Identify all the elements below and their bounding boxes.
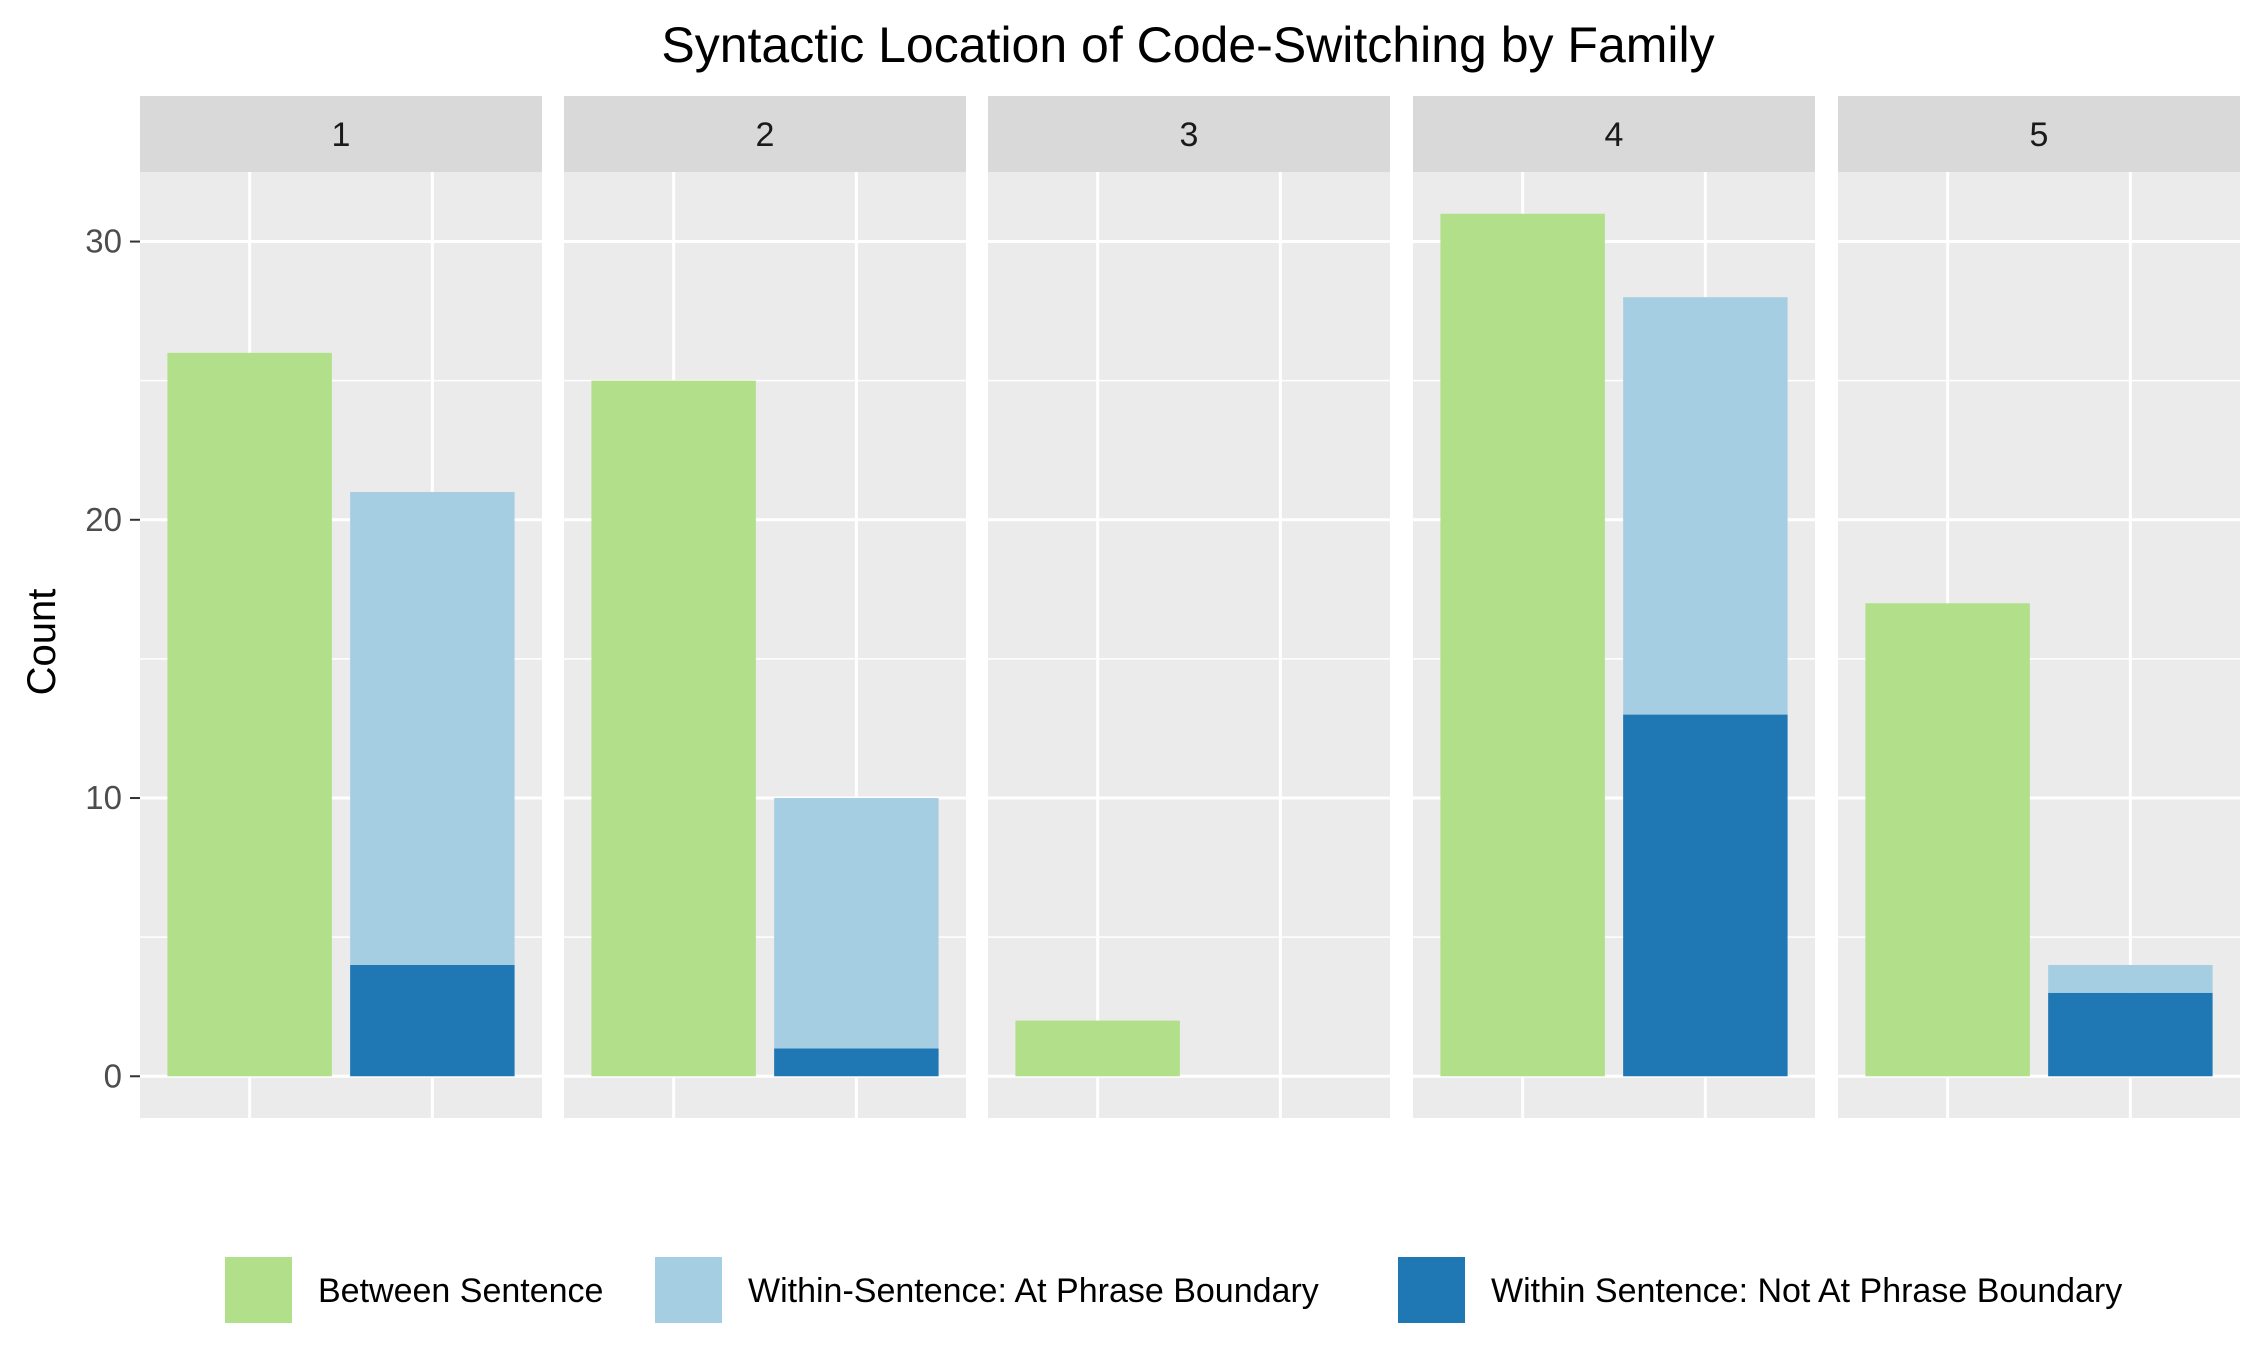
legend-label: Between Sentence — [318, 1272, 603, 1310]
facet-strip-label: 4 — [1605, 116, 1624, 154]
bar-between-sentence-family-4 — [1440, 213, 1605, 1077]
bar-within-sentence-not-at-phrase-boundary-family-1 — [350, 964, 515, 1077]
y-tick-label: 20 — [85, 501, 122, 538]
panel-background — [988, 172, 1390, 1118]
facet-strip-label: 2 — [756, 116, 775, 154]
facet-strip-label: 5 — [2030, 116, 2049, 154]
bar-between-sentence-family-2 — [591, 380, 756, 1077]
legend-swatch — [1398, 1257, 1465, 1323]
facet-strip — [140, 96, 542, 172]
bar-between-sentence-family-3 — [1015, 1020, 1180, 1077]
legend-swatch — [655, 1257, 722, 1323]
legend-swatch — [225, 1257, 292, 1323]
bar-within-sentence-not-at-phrase-boundary-family-5 — [2048, 992, 2213, 1077]
facet-strip — [564, 96, 966, 172]
chart-title: Syntactic Location of Code-Switching by … — [661, 17, 1714, 73]
bar-between-sentence-family-1 — [167, 352, 332, 1077]
facet-panels: 1 2 3 4 5 — [140, 96, 2240, 1118]
facet-strip — [1838, 96, 2240, 172]
facet-strip — [988, 96, 1390, 172]
bar-within-sentence-not-at-phrase-boundary-family-4 — [1623, 714, 1788, 1077]
y-axis-ticks: 0 10 20 30 — [85, 223, 140, 1094]
facet-panel-3: 3 — [988, 96, 1390, 1118]
legend: Between Sentence Within-Sentence: At Phra… — [225, 1257, 2122, 1323]
facet-strip-label: 1 — [332, 116, 351, 154]
y-tick-label: 0 — [104, 1057, 122, 1094]
facet-panel-5: 5 — [1838, 96, 2240, 1118]
bar-within-sentence-at-phrase-boundary-family-5 — [2048, 964, 2213, 993]
y-tick-label: 30 — [85, 223, 122, 260]
facet-panel-2: 2 — [564, 96, 966, 1118]
y-tick-label: 10 — [85, 779, 122, 816]
facet-strip — [1413, 96, 1815, 172]
bar-within-sentence-not-at-phrase-boundary-family-2 — [774, 1048, 939, 1077]
facet-panel-4: 4 — [1413, 96, 1815, 1118]
bar-within-sentence-at-phrase-boundary-family-2 — [774, 798, 939, 1049]
bar-within-sentence-at-phrase-boundary-family-4 — [1623, 297, 1788, 715]
y-axis-title: Count — [20, 589, 64, 696]
facet-strip-label: 3 — [1180, 116, 1199, 154]
legend-label: Within-Sentence: At Phrase Boundary — [748, 1272, 1319, 1310]
bar-between-sentence-family-5 — [1865, 603, 2030, 1077]
bar-within-sentence-at-phrase-boundary-family-1 — [350, 491, 515, 965]
legend-label: Within Sentence: Not At Phrase Boundary — [1491, 1272, 2122, 1310]
facet-panel-1: 1 — [140, 96, 542, 1118]
